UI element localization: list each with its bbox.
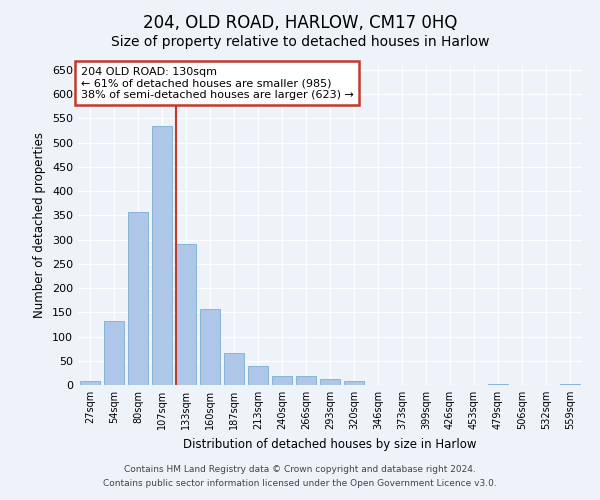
X-axis label: Distribution of detached houses by size in Harlow: Distribution of detached houses by size … [183,438,477,450]
Bar [80,381,100,385]
Bar [296,376,316,385]
Bar [128,212,148,385]
Bar [152,126,172,385]
Text: 204, OLD ROAD, HARLOW, CM17 0HQ: 204, OLD ROAD, HARLOW, CM17 0HQ [143,14,457,32]
Y-axis label: Number of detached properties: Number of detached properties [34,132,46,318]
Bar [104,320,124,385]
Bar [320,378,340,385]
Bar [560,384,580,385]
Bar [272,376,292,385]
Bar [176,244,196,385]
Text: Contains HM Land Registry data © Crown copyright and database right 2024.
Contai: Contains HM Land Registry data © Crown c… [103,466,497,487]
Text: 204 OLD ROAD: 130sqm
← 61% of detached houses are smaller (985)
38% of semi-deta: 204 OLD ROAD: 130sqm ← 61% of detached h… [80,66,353,100]
Bar [200,309,220,385]
Bar [488,384,508,385]
Text: Size of property relative to detached houses in Harlow: Size of property relative to detached ho… [111,35,489,49]
Bar [224,354,244,385]
Bar [344,381,364,385]
Bar [248,366,268,385]
